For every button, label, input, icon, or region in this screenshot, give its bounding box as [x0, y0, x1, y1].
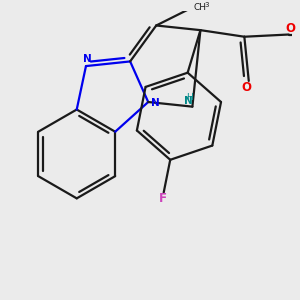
Text: CH: CH — [194, 3, 206, 12]
Text: O: O — [285, 22, 296, 35]
Text: N: N — [83, 54, 92, 64]
Text: N: N — [184, 96, 193, 106]
Text: O: O — [242, 81, 252, 94]
Text: H: H — [186, 93, 193, 102]
Text: F: F — [159, 192, 167, 205]
Text: 3: 3 — [204, 2, 208, 8]
Text: N: N — [151, 98, 160, 108]
